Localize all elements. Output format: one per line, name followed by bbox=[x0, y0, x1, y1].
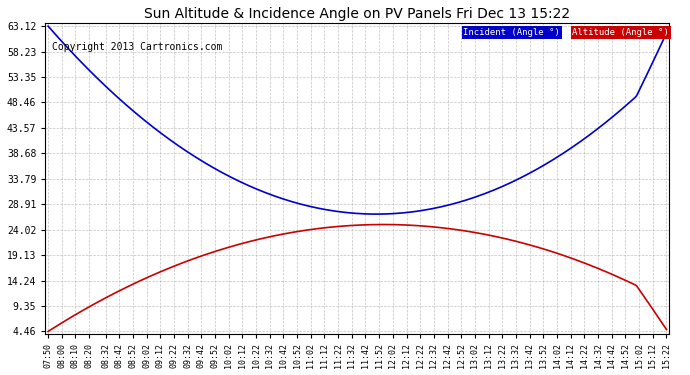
Title: Sun Altitude & Incidence Angle on PV Panels Fri Dec 13 15:22: Sun Altitude & Incidence Angle on PV Pan… bbox=[144, 7, 571, 21]
Text: Incident (Angle °): Incident (Angle °) bbox=[463, 28, 560, 37]
Text: Altitude (Angle °): Altitude (Angle °) bbox=[573, 28, 669, 37]
Text: Copyright 2013 Cartronics.com: Copyright 2013 Cartronics.com bbox=[52, 42, 222, 52]
